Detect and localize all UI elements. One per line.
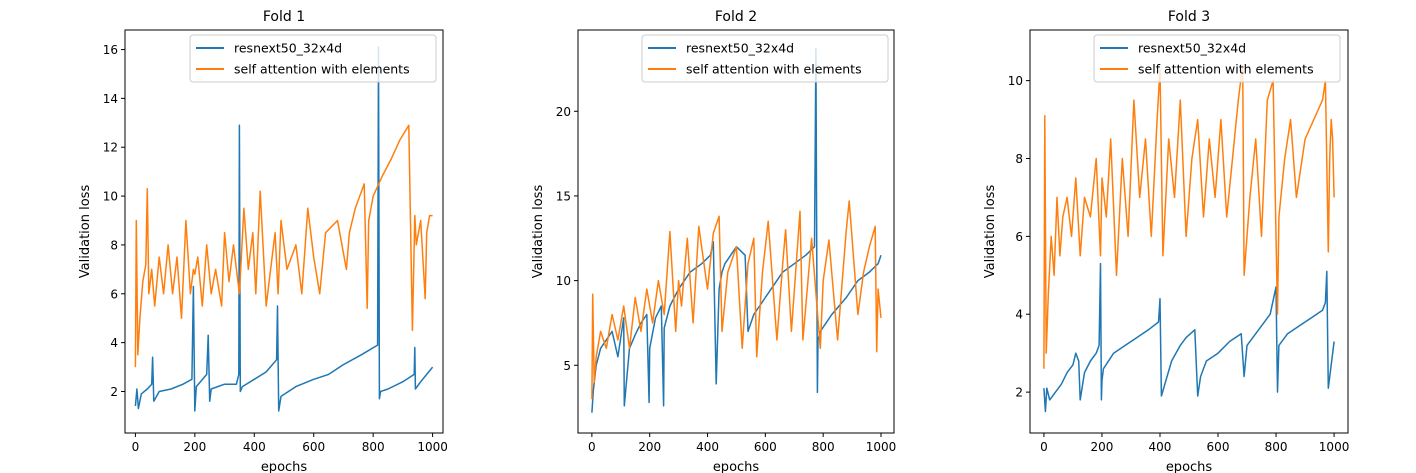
y-tick-label: 6 bbox=[110, 287, 118, 301]
y-tick-label: 4 bbox=[110, 336, 118, 350]
x-tick-label: 400 bbox=[243, 440, 266, 454]
y-tick-label: 8 bbox=[1015, 152, 1023, 166]
y-axis-label: Validation loss bbox=[983, 185, 998, 279]
chart-title: Fold 2 bbox=[715, 9, 757, 25]
x-tick-label: 400 bbox=[696, 440, 719, 454]
y-tick-label: 2 bbox=[1015, 386, 1023, 400]
y-tick-label: 10 bbox=[103, 190, 118, 204]
x-tick-label: 0 bbox=[132, 440, 140, 454]
chart-title: Fold 1 bbox=[263, 9, 305, 25]
legend-label-2: self attention with elements bbox=[234, 62, 410, 77]
y-axis-label: Validation loss bbox=[78, 185, 93, 279]
x-tick-label: 600 bbox=[754, 440, 777, 454]
plot-area bbox=[1043, 64, 1335, 413]
x-tick-label: 1000 bbox=[1319, 440, 1350, 454]
x-axis-label: epochs bbox=[1166, 460, 1213, 473]
y-tick-label: 14 bbox=[103, 92, 118, 106]
plot-area bbox=[591, 47, 882, 413]
series-line-1 bbox=[1043, 262, 1335, 413]
x-tick-label: 800 bbox=[1265, 440, 1288, 454]
legend-box bbox=[189, 34, 437, 83]
x-tick-label: 1000 bbox=[866, 440, 897, 454]
legend-label-1: resnext50_32x4d bbox=[234, 41, 342, 56]
y-tick-label: 10 bbox=[556, 274, 571, 288]
axes-frame bbox=[577, 29, 895, 434]
legend-box bbox=[641, 34, 889, 83]
axes-frame bbox=[124, 29, 444, 434]
axes-frame bbox=[1029, 29, 1349, 434]
y-tick-label: 5 bbox=[563, 359, 571, 373]
series-line-2 bbox=[134, 124, 433, 368]
x-tick-label: 400 bbox=[1149, 440, 1172, 454]
legend-label-1: resnext50_32x4d bbox=[1138, 41, 1246, 56]
x-axis-label: epochs bbox=[261, 460, 308, 473]
series-line-2 bbox=[591, 200, 882, 400]
legend-box bbox=[1093, 34, 1341, 83]
y-tick-label: 4 bbox=[1015, 308, 1023, 322]
x-tick-label: 0 bbox=[588, 440, 596, 454]
y-axis-label: Validation loss bbox=[531, 185, 546, 279]
x-axis-label: epochs bbox=[713, 460, 760, 473]
x-tick-label: 200 bbox=[1091, 440, 1114, 454]
series-line-1 bbox=[134, 46, 434, 412]
chart-panel-2: Fold 2 0 200 400 600 800 1000 5 10 15 20 epochs Vali… bbox=[531, 9, 896, 473]
legend-label-2: self attention with elements bbox=[686, 62, 862, 77]
chart-panel-3: Fold 3 0 200 400 600 800 1000 2 4 6 8 10 epochs Valid… bbox=[983, 9, 1349, 473]
legend-label-1: resnext50_32x4d bbox=[686, 41, 794, 56]
x-tick-label: 600 bbox=[1207, 440, 1230, 454]
series-line-1 bbox=[591, 47, 882, 413]
y-tick-label: 6 bbox=[1015, 230, 1023, 244]
x-tick-label: 800 bbox=[812, 440, 835, 454]
series-line-2 bbox=[1043, 64, 1335, 369]
y-tick-label: 15 bbox=[556, 189, 571, 203]
chart-panel-1: Fold 1 0 200 400 600 800 1000 2 4 6 8 10 12 14 16 epoch… bbox=[78, 9, 448, 473]
chart-title: Fold 3 bbox=[1168, 9, 1210, 25]
y-tick-label: 20 bbox=[556, 105, 571, 119]
y-tick-label: 2 bbox=[110, 385, 118, 399]
x-tick-label: 600 bbox=[302, 440, 325, 454]
y-tick-label: 16 bbox=[103, 43, 118, 57]
legend-label-2: self attention with elements bbox=[1138, 62, 1314, 77]
x-tick-label: 200 bbox=[183, 440, 206, 454]
y-tick-label: 12 bbox=[103, 141, 118, 155]
y-tick-label: 10 bbox=[1008, 74, 1023, 88]
x-tick-label: 200 bbox=[638, 440, 661, 454]
x-tick-label: 0 bbox=[1040, 440, 1048, 454]
plot-area bbox=[134, 46, 434, 412]
x-tick-label: 1000 bbox=[417, 440, 448, 454]
y-tick-label: 8 bbox=[110, 238, 118, 252]
x-tick-label: 800 bbox=[362, 440, 385, 454]
